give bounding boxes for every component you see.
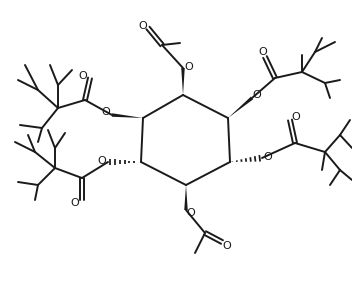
Text: O: O	[291, 112, 300, 122]
Text: O: O	[102, 107, 111, 117]
Text: O: O	[71, 198, 79, 208]
Text: O: O	[222, 241, 231, 251]
Polygon shape	[112, 113, 143, 118]
Polygon shape	[228, 97, 253, 118]
Text: O: O	[139, 21, 147, 31]
Text: O: O	[98, 156, 106, 166]
Text: O: O	[259, 47, 268, 57]
Text: O: O	[253, 90, 262, 100]
Text: O: O	[78, 71, 87, 81]
Text: O: O	[187, 208, 195, 218]
Text: O: O	[185, 62, 193, 72]
Text: O: O	[264, 152, 272, 162]
Polygon shape	[184, 185, 188, 210]
Polygon shape	[181, 68, 185, 95]
